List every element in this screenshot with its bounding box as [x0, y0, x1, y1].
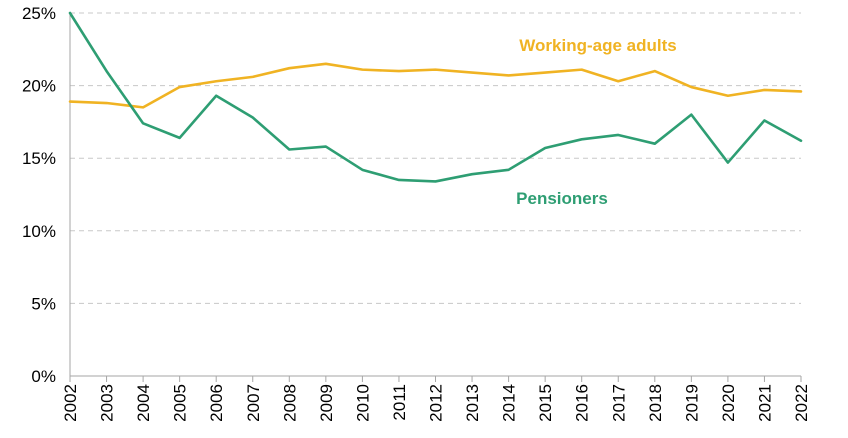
- x-tick-label: 2014: [500, 384, 519, 422]
- y-tick-label: 10%: [22, 222, 56, 241]
- axes: [69, 13, 802, 382]
- x-tick-label: 2017: [609, 384, 628, 422]
- x-tick-label: 2019: [682, 384, 701, 422]
- x-tick-label: 2022: [792, 384, 811, 422]
- series-lines: [68, 11, 803, 183]
- x-tick-label: 2015: [536, 384, 555, 422]
- x-tick-label: 2013: [463, 384, 482, 422]
- x-tick-label: 2004: [134, 384, 153, 422]
- y-tick-label: 20%: [22, 77, 56, 96]
- series-labels: Working-age adults Pensioners: [516, 36, 677, 208]
- gridlines: [70, 12, 801, 304]
- y-tick-label: 15%: [22, 149, 56, 168]
- y-axis-tick-labels: 0% 5% 10% 15% 20% 25%: [22, 4, 56, 386]
- x-tick-label: 2010: [353, 384, 372, 422]
- x-tick-label: 2016: [573, 384, 592, 422]
- x-tick-label: 2003: [98, 384, 117, 422]
- x-axis-tick-labels: 2002 2003 2004 2005 2006 2007 2008 2009 2010 2011…: [61, 384, 811, 422]
- x-tick-label: 2011: [390, 384, 409, 421]
- series-label-working-age-adults: Working-age adults: [519, 36, 676, 55]
- y-tick-label: 25%: [22, 4, 56, 23]
- x-tick-label: 2009: [317, 384, 336, 422]
- series-label-pensioners: Pensioners: [516, 189, 608, 208]
- y-tick-label: 5%: [31, 294, 56, 313]
- x-tick-label: 2008: [280, 384, 299, 422]
- x-tick-label: 2006: [207, 384, 226, 422]
- series-line-working-age-adults: [68, 62, 803, 109]
- series-line-pensioners: [68, 11, 803, 183]
- x-tick-label: 2007: [244, 384, 263, 422]
- x-tick-label: 2018: [646, 384, 665, 422]
- x-tick-label: 2005: [171, 384, 190, 422]
- x-tick-label: 2002: [61, 384, 80, 422]
- x-tick-label: 2012: [427, 384, 446, 422]
- x-tick-label: 2021: [755, 384, 774, 422]
- x-tick-label: 2020: [719, 384, 738, 422]
- y-tick-label: 0%: [31, 367, 56, 386]
